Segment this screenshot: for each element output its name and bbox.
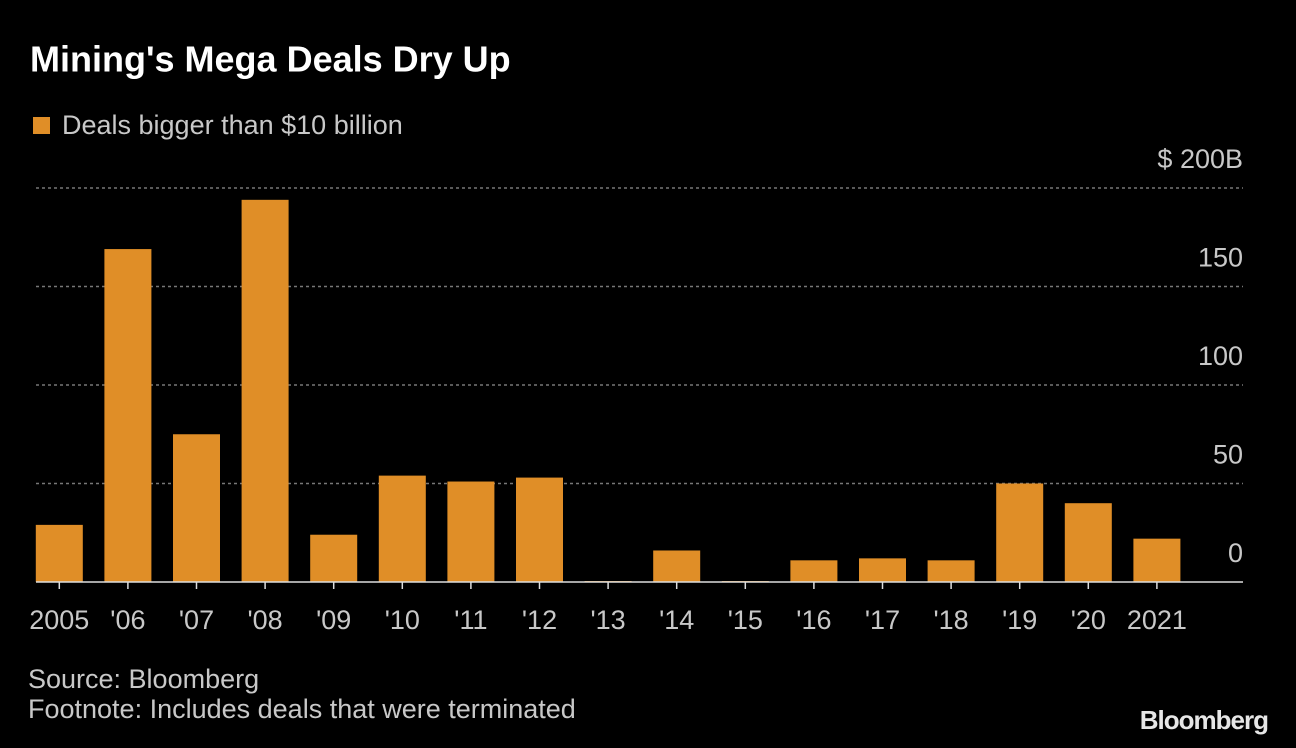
x-tick-label: '18 (934, 605, 969, 635)
branding: Bloomberg (1140, 705, 1268, 735)
x-tick-label: '16 (796, 605, 831, 635)
source: Source: Bloomberg (28, 664, 259, 694)
bar (653, 550, 701, 582)
footnote: Footnote: Includes deals that were termi… (28, 694, 576, 724)
x-tick-label: '09 (316, 605, 351, 635)
y-tick-label: 0 (1228, 538, 1243, 568)
x-tick-label: '20 (1071, 605, 1106, 635)
bar (927, 560, 975, 582)
x-tick-label: '15 (728, 605, 763, 635)
x-tick-label: '13 (591, 605, 626, 635)
bar (378, 475, 426, 582)
bar (1133, 538, 1181, 582)
legend-swatch (33, 117, 50, 134)
bar (241, 199, 289, 582)
x-tick-label: '08 (248, 605, 283, 635)
x-tick-label: '14 (659, 605, 694, 635)
legend-label: Deals bigger than $10 billion (62, 110, 403, 140)
bar (104, 249, 152, 582)
bar (996, 483, 1044, 582)
bar (1064, 503, 1112, 582)
bar (516, 477, 563, 582)
x-tick-label: '19 (1002, 605, 1037, 635)
bar (790, 560, 838, 582)
x-tick-label: '07 (179, 605, 214, 635)
bar (35, 524, 83, 582)
x-tick-label: '12 (522, 605, 557, 635)
bar (447, 481, 495, 582)
x-tick-label: '17 (865, 605, 900, 635)
x-tick-label: 2021 (1127, 605, 1187, 635)
y-tick-label: 100 (1198, 341, 1243, 371)
chart-title: Mining's Mega Deals Dry Up (30, 39, 511, 80)
x-tick-label: '06 (110, 605, 145, 635)
bar (173, 434, 220, 582)
y-tick-label: 150 (1198, 243, 1243, 273)
bar (859, 558, 906, 582)
bar (310, 534, 358, 582)
x-tick-label: '10 (385, 605, 420, 635)
x-tick-label: '11 (454, 605, 487, 635)
y-tick-label: $ 200B (1157, 144, 1243, 174)
x-tick-label: 2005 (29, 605, 89, 635)
y-tick-label: 50 (1213, 440, 1243, 470)
